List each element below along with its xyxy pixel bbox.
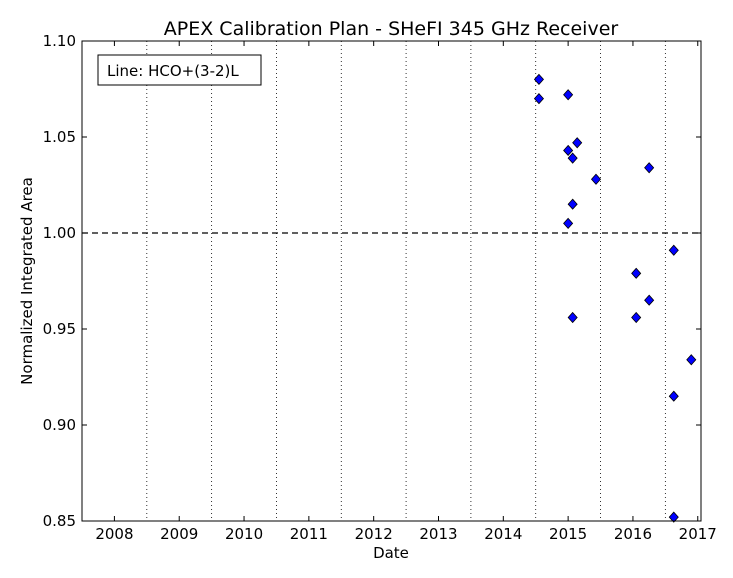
plot-frame	[81, 40, 702, 522]
x-tick-label: 2009	[160, 525, 198, 543]
data-point	[590, 173, 602, 185]
data-point	[644, 294, 655, 306]
y-tick-label: 0.85	[43, 512, 76, 530]
data-point	[668, 390, 679, 402]
y-tick-label: 1.00	[43, 224, 76, 242]
x-tick-label: 2012	[355, 525, 393, 543]
data-points	[533, 73, 697, 523]
data-point	[563, 89, 574, 101]
y-tick-label: 0.90	[43, 416, 76, 434]
x-axis-label: Date	[373, 544, 409, 562]
data-point	[567, 152, 578, 164]
x-tick-label: 2017	[679, 525, 717, 543]
legend-label: Line: HCO+(3-2)L	[107, 62, 239, 80]
x-tick-label: 2016	[614, 525, 652, 543]
data-point	[563, 144, 574, 157]
x-tick-label: 2008	[95, 525, 133, 543]
y-tick-label: 1.10	[43, 32, 76, 50]
data-point	[668, 244, 679, 256]
y-tick-label: 0.95	[43, 320, 76, 338]
vertical-grid	[146, 41, 666, 521]
data-point	[533, 73, 544, 85]
data-point	[686, 354, 697, 366]
legend-frame	[97, 54, 262, 86]
data-point	[644, 162, 655, 174]
y-tick-labels: 0.85 0.90 0.95 1.00 1.05 1.10	[43, 32, 76, 530]
data-point	[533, 93, 544, 105]
data-point	[563, 217, 574, 229]
data-point	[567, 198, 578, 210]
x-tick-label: 2013	[419, 525, 457, 543]
x-tick-label: 2015	[549, 525, 587, 543]
y-tick-label: 1.05	[43, 128, 76, 146]
x-tick-label: 2011	[290, 525, 328, 543]
data-point	[567, 311, 578, 324]
data-point	[631, 267, 642, 279]
x-tick-labels: 2008 2009 2010 2011 2012 2013 2014 2015 2016 2017	[95, 525, 717, 543]
data-point	[572, 137, 583, 149]
x-tick-label: 2014	[484, 525, 522, 543]
y-axis-label: Normalized Integrated Area	[18, 177, 36, 385]
data-point	[668, 511, 679, 523]
x-tick-label: 2010	[225, 525, 263, 543]
legend-box: Line: HCO+(3-2)L	[97, 54, 262, 86]
axis-ticks	[82, 40, 701, 522]
data-point	[631, 311, 642, 324]
chart-title: APEX Calibration Plan - SHeFI 345 GHz Re…	[164, 18, 619, 40]
